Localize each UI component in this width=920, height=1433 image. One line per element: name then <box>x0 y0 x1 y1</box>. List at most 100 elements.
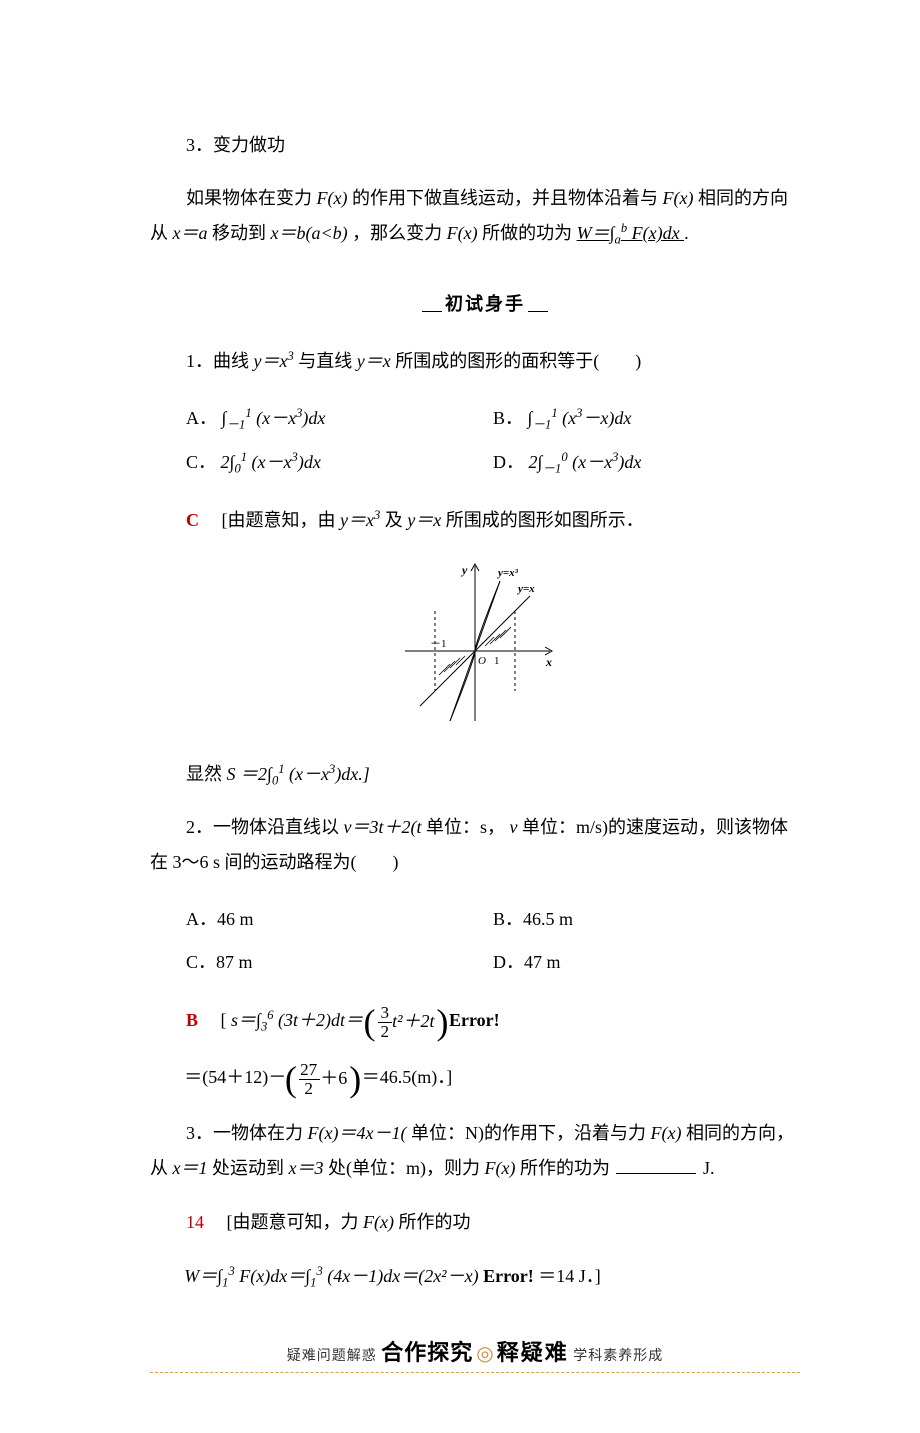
pre: ＝2∫ <box>240 764 272 784</box>
eq: y＝x3 <box>340 510 380 530</box>
text: ＝(54＋12)－ <box>184 1067 286 1087</box>
tail: ＝14 J．] <box>538 1266 601 1286</box>
fx: F(x)＝4x－1( <box>308 1123 407 1143</box>
pre: s＝∫ <box>231 1010 261 1030</box>
label-neg1: －1 <box>430 638 447 650</box>
option-a: A． ∫－11 (x－x3)dx <box>186 397 493 440</box>
label-x: x <box>545 655 552 669</box>
fx: F(x) <box>650 1123 681 1143</box>
integral: ∫－11 (x－x3)dx <box>222 408 326 428</box>
x-eq-a: x＝a <box>173 223 208 243</box>
eq: ＝2∫01 (x－x3)dx.] <box>240 764 370 784</box>
den: 2 <box>299 1079 320 1098</box>
v: v <box>510 817 518 837</box>
fx: F(x) <box>317 188 348 208</box>
eq: y＝x <box>357 351 391 371</box>
int-body: F(x)dx <box>627 223 679 243</box>
deco <box>422 294 442 314</box>
p: －x)dx <box>582 408 631 428</box>
b2: (4x－1)dx＝(2x²－x) <box>323 1266 479 1286</box>
q3-solution-line2: W＝∫13 F(x)dx＝∫13 (4x－1)dx＝(2x²－x) Error!… <box>186 1258 800 1294</box>
tail: ＋6 <box>320 1068 347 1088</box>
text: 显然 <box>186 764 227 784</box>
pre: W＝∫ <box>184 1266 222 1286</box>
text: 移动到 <box>212 223 271 243</box>
label: A． <box>186 408 217 428</box>
lo: －1 <box>226 418 245 432</box>
text: 如果物体在变力 <box>186 188 317 208</box>
b: (x－x <box>252 408 296 428</box>
q2-options: A．46 m B．46.5 m C．87 m D．47 m <box>186 898 800 984</box>
integral: 2∫01 (x－x3)dx <box>221 452 321 472</box>
sup: 3 <box>287 349 293 363</box>
label-yx3: y=x³ <box>496 567 519 579</box>
option-a: A．46 m <box>186 898 493 941</box>
option-c: C． 2∫01 (x－x3)dx <box>186 441 493 484</box>
label: D． <box>493 452 524 472</box>
footer-small-left: 疑难问题解惑 <box>287 1349 377 1364</box>
section3-title: 3．变力做功 <box>150 128 800 163</box>
footer-big1: 合作探究 <box>381 1340 473 1365</box>
text: 1．曲线 <box>186 351 254 371</box>
fraction: 27 2 <box>299 1061 320 1098</box>
text: 及 <box>385 510 408 530</box>
option-d: D．47 m <box>493 941 800 984</box>
work-formula: W＝∫ab F(x)dx <box>577 223 685 243</box>
unit: J. <box>703 1158 715 1178</box>
lo: －1 <box>542 461 561 475</box>
label-O: O <box>478 655 486 667</box>
footer-small-right: 学科素养形成 <box>573 1349 663 1364</box>
p: )dx <box>302 408 325 428</box>
p: )dx <box>618 452 641 472</box>
den: 2 <box>378 1022 393 1041</box>
q1-figure: y x O 1 －1 y=x³ y=x <box>150 556 800 738</box>
ring-icon: ◎ <box>476 1343 493 1365</box>
num: 27 <box>299 1061 320 1079</box>
W-integral: W＝∫13 F(x)dx＝∫13 (4x－1)dx＝(2x²－x) <box>184 1266 483 1286</box>
q3-solution-line1: 14 [由题意可知，力 F(x) 所作的功 <box>186 1204 800 1240</box>
answer-number: 14 <box>186 1212 204 1232</box>
t: y＝x <box>254 351 288 371</box>
text: 处(单位：m)，则力 <box>328 1158 485 1178</box>
fx: F(x) <box>662 188 693 208</box>
fraction: 3 2 <box>378 1004 393 1041</box>
q2-stem: 2．一物体沿直线以 v＝3t＋2(t 单位：s， v 单位：m/s)的速度运动，… <box>150 810 800 880</box>
text: [ <box>203 1010 227 1030</box>
text: 所作的功为 <box>520 1158 610 1178</box>
b: F(x)dx＝∫ <box>235 1266 310 1286</box>
integral: ∫－11 (x3－x)dx <box>528 408 632 428</box>
fill-blank <box>616 1173 696 1174</box>
b: (x－x <box>247 452 291 472</box>
period: . <box>684 223 689 243</box>
text: 的作用下做直线运动，并且物体沿着与 <box>352 188 663 208</box>
text: 所做的功为 <box>482 223 577 243</box>
graph-svg: y x O 1 －1 y=x³ y=x <box>390 556 560 726</box>
section3-body: 如果物体在变力 F(x) 的作用下做直线运动，并且物体沿着与 F(x) 相同的方… <box>150 181 800 251</box>
label-1: 1 <box>494 655 500 667</box>
num: 3 <box>378 1004 393 1022</box>
ipre: 2∫ <box>529 452 543 472</box>
eq: v＝3t＋2(t <box>344 817 422 837</box>
p: )dx <box>298 452 321 472</box>
b: (x－x <box>285 764 329 784</box>
option-d: D． 2∫－10 (x－x3)dx <box>493 441 800 484</box>
text: ＝46.5(m)．] <box>362 1067 452 1087</box>
integral: s＝∫36 (3t＋2)dt＝ <box>231 1010 368 1030</box>
text: 3．一物体在力 <box>186 1123 308 1143</box>
label: B． <box>493 408 523 428</box>
b: (x－x <box>568 452 612 472</box>
q1-options: A． ∫－11 (x－x3)dx B． ∫－11 (x3－x)dx C． 2∫0… <box>186 397 800 483</box>
b: (x <box>558 408 576 428</box>
banner-text: 初试身手 <box>445 294 525 314</box>
text: ，那么变力 <box>352 223 447 243</box>
lo: －1 <box>532 418 551 432</box>
text: 所围成的图形如图所示． <box>446 510 644 530</box>
option-c: C．87 m <box>186 941 493 984</box>
text: 2．一物体沿直线以 <box>186 817 344 837</box>
x-eq-b: x＝b(a<b) <box>271 223 348 243</box>
q2-solution-line2: ＝(54＋12)－ 27 2 ＋6 ＝46.5(m)．] <box>186 1059 800 1098</box>
deco <box>528 294 548 314</box>
tail: t²＋2t <box>392 1011 434 1031</box>
b: (3t＋2)dt＝ <box>274 1010 364 1030</box>
answer-letter: C <box>186 510 199 530</box>
